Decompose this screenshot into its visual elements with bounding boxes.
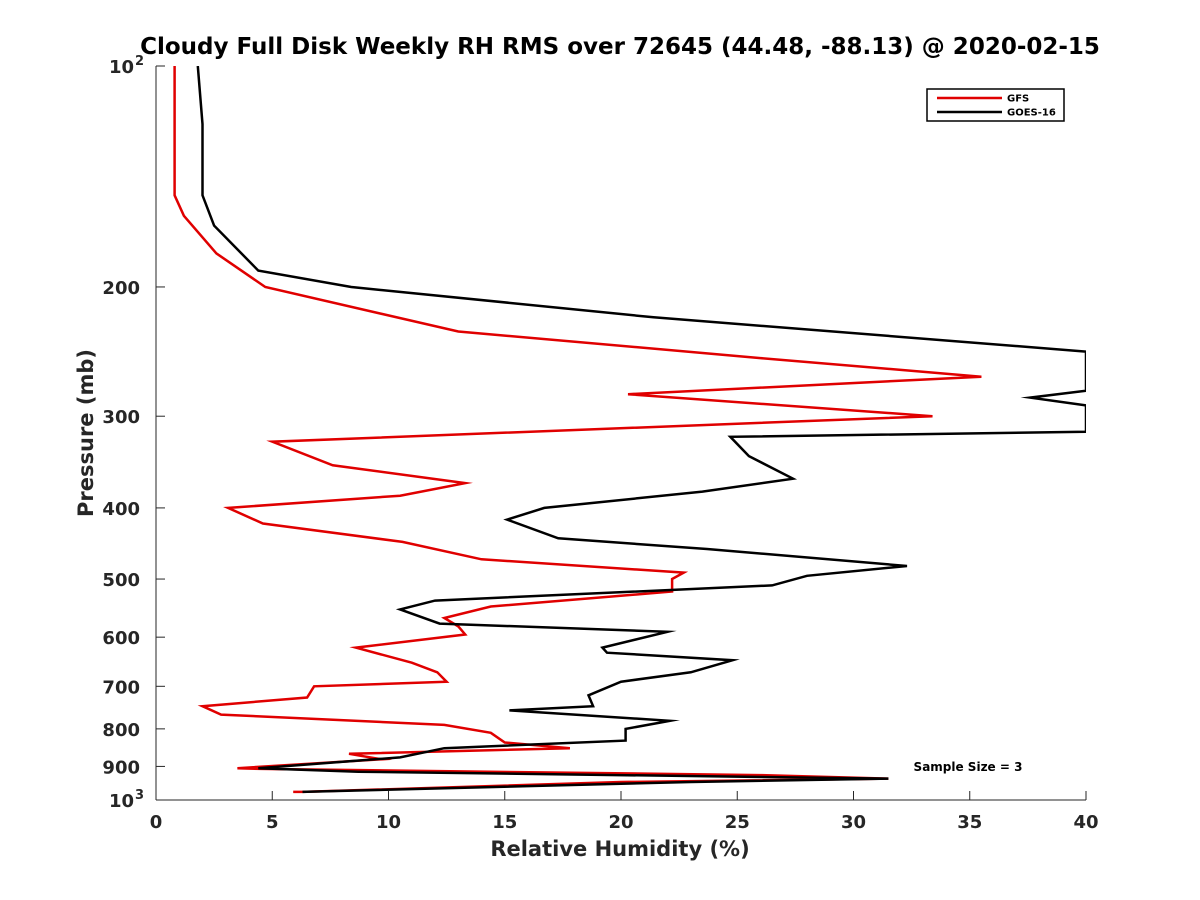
chart-title: Cloudy Full Disk Weekly RH RMS over 7264… — [140, 34, 1100, 60]
y-tick-label: 200 — [102, 278, 140, 299]
y-tick-label: 700 — [102, 677, 140, 698]
y-tick-label: 10 — [109, 57, 134, 78]
y-axis-label: Pressure (mb) — [74, 349, 98, 517]
x-tick-label: 35 — [957, 812, 982, 833]
series-line-goes-16 — [196, 66, 1086, 794]
legend-label: GFS — [1007, 94, 1029, 105]
x-tick-label: 20 — [608, 812, 633, 833]
series-line-gfs — [173, 66, 982, 794]
x-tick-label: 5 — [266, 812, 279, 833]
series-group — [173, 66, 1086, 794]
x-tick-label: 40 — [1073, 812, 1098, 833]
y-tick-label: 300 — [102, 407, 140, 428]
legend-label: GOES-16 — [1007, 108, 1056, 119]
y-tick-label: 10 — [109, 791, 134, 812]
y-tick-exponent: 3 — [135, 788, 144, 803]
legend-box — [926, 88, 1065, 122]
y-tick-label: 500 — [102, 570, 140, 591]
y-tick-label: 600 — [102, 628, 140, 649]
sample-size-annotation: Sample Size = 3 — [914, 760, 1023, 774]
x-tick-label: 10 — [376, 812, 401, 833]
y-tick-label: 400 — [102, 499, 140, 520]
y-tick-label: 800 — [102, 720, 140, 741]
legend: GFS GOES-16 — [926, 88, 1065, 122]
y-tick-exponent: 2 — [135, 54, 144, 69]
x-tick-label: 30 — [841, 812, 866, 833]
x-tick-label: 0 — [150, 812, 163, 833]
y-tick-label: 900 — [102, 757, 140, 778]
x-axis-label: Relative Humidity (%) — [490, 837, 749, 861]
x-tick-label: 15 — [492, 812, 517, 833]
x-tick-label: 25 — [725, 812, 750, 833]
